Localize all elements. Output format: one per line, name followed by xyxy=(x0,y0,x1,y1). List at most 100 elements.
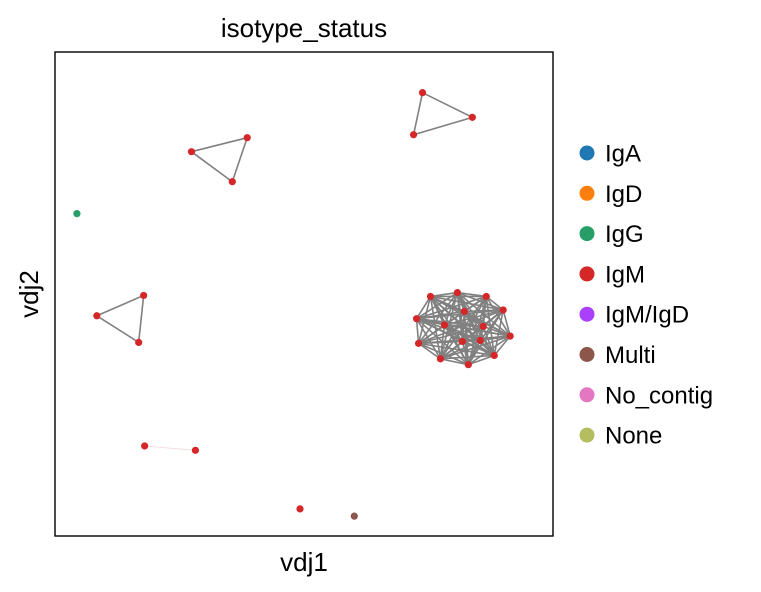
edge-64 xyxy=(418,309,504,345)
edge-7 xyxy=(96,315,140,344)
node-point-21 xyxy=(464,361,472,369)
edge-79 xyxy=(468,354,495,366)
edge-99 xyxy=(440,339,481,360)
node-point-27 xyxy=(458,337,466,346)
edge-44 xyxy=(443,292,459,326)
edge-107 xyxy=(443,324,463,343)
edge-83 xyxy=(463,310,495,356)
edge-112 xyxy=(461,325,484,343)
node-point-2 xyxy=(409,131,418,139)
edge-30 xyxy=(429,296,442,359)
edge-56 xyxy=(463,295,487,313)
node-point-8 xyxy=(93,312,101,320)
edge-5 xyxy=(190,151,233,183)
node-point-3 xyxy=(187,148,196,156)
edge-81 xyxy=(418,342,495,357)
edge-0 xyxy=(422,91,473,119)
edge-98 xyxy=(439,340,463,360)
x-axis-label: vdj1 xyxy=(280,547,328,577)
edge-109 xyxy=(463,310,484,328)
node-point-7 xyxy=(140,291,148,300)
node-point-4 xyxy=(243,134,251,142)
node-point-0 xyxy=(418,89,427,97)
edge-8 xyxy=(137,295,145,343)
legend-marker-0 xyxy=(579,145,595,161)
edge-6 xyxy=(96,294,144,317)
edge-4 xyxy=(231,137,248,182)
edge-49 xyxy=(485,295,504,311)
edge-65 xyxy=(444,309,504,326)
edge-94 xyxy=(418,342,441,360)
edge-26 xyxy=(430,295,504,311)
legend-label-0: IgA xyxy=(605,141,641,168)
node-point-12 xyxy=(296,505,304,513)
node-point-5 xyxy=(228,178,236,186)
edge-40 xyxy=(456,292,495,356)
legend-label-6: No_contig xyxy=(605,382,713,409)
edge-69 xyxy=(479,309,504,341)
edge-102 xyxy=(418,325,484,345)
legend-label-7: None xyxy=(605,423,662,450)
legend-marker-3 xyxy=(579,266,595,282)
node-point-25 xyxy=(460,307,468,316)
legend-label-5: Multi xyxy=(605,342,656,369)
legend-marker-2 xyxy=(579,226,595,242)
legend-marker-1 xyxy=(579,185,595,201)
edge-31 xyxy=(417,296,432,344)
edge-110 xyxy=(461,311,466,342)
chart-title: isotype_status xyxy=(221,13,387,43)
legend-label-1: IgD xyxy=(605,181,642,208)
legend-marker-7 xyxy=(579,427,595,443)
node-point-20 xyxy=(490,351,498,360)
edge-76 xyxy=(483,325,511,337)
legend-label-4: IgM/IgD xyxy=(605,302,689,329)
edge-111 xyxy=(463,311,481,341)
edge-60 xyxy=(502,309,511,337)
node-point-19 xyxy=(506,332,514,340)
node-point-15 xyxy=(426,292,435,301)
y-axis-label: vdj2 xyxy=(14,270,44,318)
legend-marker-5 xyxy=(579,347,595,362)
edges-layer xyxy=(96,91,511,451)
node-point-26 xyxy=(479,322,487,331)
edge-37 xyxy=(457,291,487,298)
plot-area-frame xyxy=(54,51,554,537)
edge-1 xyxy=(413,116,473,136)
edge-9 xyxy=(144,445,196,451)
edge-78 xyxy=(480,335,511,342)
node-point-18 xyxy=(499,306,507,314)
nodes-layer xyxy=(73,89,514,520)
node-point-23 xyxy=(414,339,423,347)
node-point-16 xyxy=(453,288,461,297)
edge-18 xyxy=(415,318,420,344)
node-point-6 xyxy=(73,210,81,218)
edge-70 xyxy=(493,335,511,356)
legend-label-3: IgM xyxy=(605,261,645,288)
edge-105 xyxy=(443,310,465,326)
edge-84 xyxy=(482,326,495,356)
node-point-13 xyxy=(350,512,358,520)
edge-89 xyxy=(443,324,470,366)
node-point-1 xyxy=(468,113,476,121)
edge-2 xyxy=(412,92,424,135)
node-point-10 xyxy=(141,442,149,450)
edge-10 xyxy=(415,295,432,320)
edge-43 xyxy=(417,292,459,344)
legend-marker-6 xyxy=(579,387,595,403)
edge-32 xyxy=(429,296,446,326)
edge-66 xyxy=(464,309,504,313)
node-point-11 xyxy=(191,446,200,454)
edge-75 xyxy=(463,310,511,337)
node-point-14 xyxy=(412,315,421,323)
edge-85 xyxy=(462,340,495,357)
edge-46 xyxy=(456,292,484,327)
edge-93 xyxy=(467,340,482,366)
edge-87 xyxy=(440,358,469,366)
node-point-17 xyxy=(482,292,490,301)
edge-47 xyxy=(456,292,464,342)
legend-label-2: IgG xyxy=(605,221,644,248)
node-point-22 xyxy=(436,355,445,363)
node-point-9 xyxy=(135,338,143,346)
node-point-28 xyxy=(476,336,484,345)
